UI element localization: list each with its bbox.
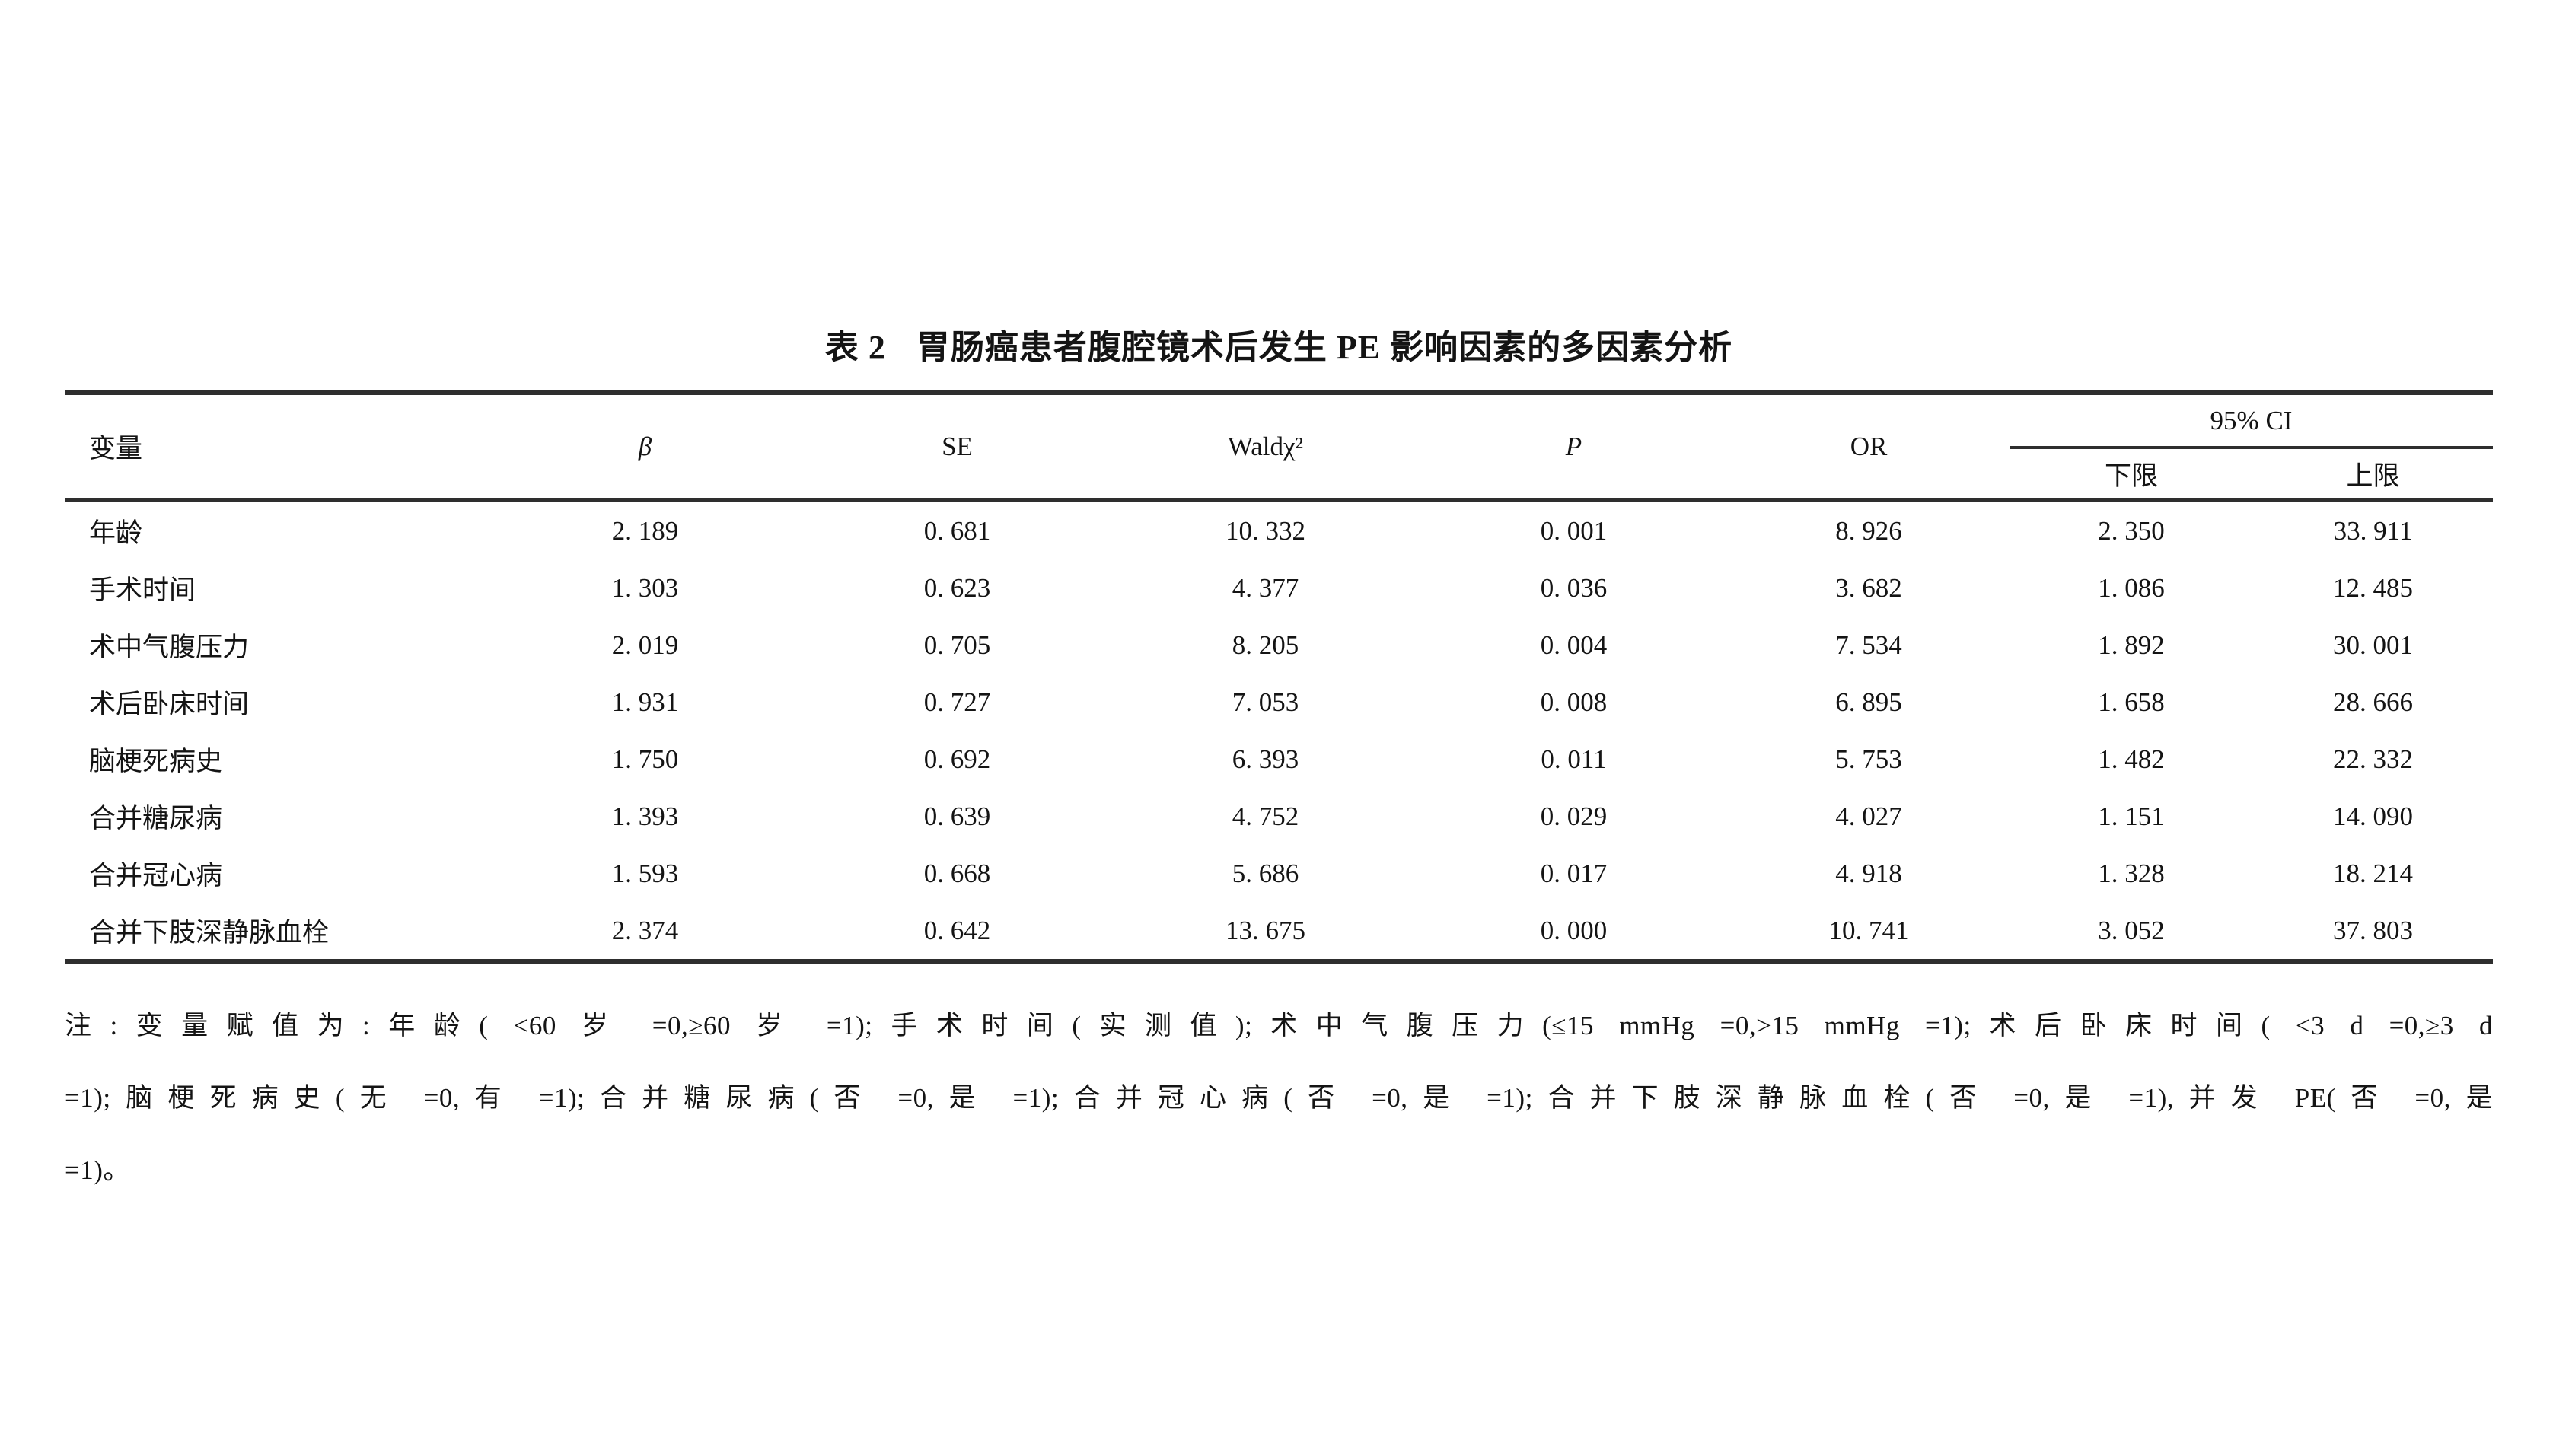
cell-value: 0. 639	[923, 801, 991, 831]
cell-variable: 手术时间	[89, 575, 196, 605]
cell-variable: 年龄	[89, 518, 143, 548]
cell-value: 0. 011	[1541, 744, 1607, 774]
cell-value: 8. 926	[1835, 515, 1902, 546]
header-row-ci: 下限 上限	[65, 448, 2493, 502]
cell-value: 0. 727	[923, 687, 991, 717]
cell-value: 30. 001	[2333, 629, 2413, 660]
results-table: 变量 β SE Waldχ² P OR 95% CI 下限 上限 年龄 2. 18…	[65, 390, 2493, 964]
cell-value: 13. 675	[1226, 915, 1305, 945]
cell-value: 0. 008	[1540, 687, 1608, 717]
cell-value: 2. 189	[611, 515, 679, 546]
cell-value: 10. 332	[1226, 515, 1305, 546]
col-header-ci-upper: 上限	[2253, 448, 2493, 502]
cell-value: 4. 377	[1232, 572, 1299, 603]
col-header-variable: 变量	[65, 393, 487, 502]
table-row: 术中气腹压力 2. 019 0. 705 8. 205 0. 004 7. 534 1. 8…	[65, 616, 2493, 674]
col-header-se: SE	[803, 393, 1111, 502]
cell-value: 18. 214	[2333, 858, 2413, 888]
cell-variable: 合并冠心病	[89, 861, 223, 890]
col-header-beta: β	[487, 393, 803, 502]
cell-value: 5. 686	[1232, 858, 1299, 888]
cell-value: 22. 332	[2333, 744, 2413, 774]
cell-value: 2. 374	[611, 915, 679, 945]
cell-value: 1. 658	[2098, 687, 2165, 717]
cell-value: 8. 205	[1232, 629, 1299, 660]
cell-value: 2. 350	[2098, 515, 2165, 546]
cell-value: 6. 393	[1232, 744, 1299, 774]
cell-variable: 合并糖尿病	[89, 804, 223, 833]
cell-value: 1. 303	[611, 572, 679, 603]
cell-value: 14. 090	[2333, 801, 2413, 831]
col-header-p: P	[1420, 393, 1728, 502]
cell-value: 33. 911	[2333, 515, 2413, 546]
cell-variable: 脑梗死病史	[89, 747, 223, 776]
table-row: 合并糖尿病 1. 393 0. 639 4. 752 0. 029 4. 027 1. 15…	[65, 788, 2493, 845]
cell-value: 0. 029	[1540, 801, 1608, 831]
table-title: 表 2 胃肠癌患者腹腔镜术后发生 PE 影响因素的多因素分析	[65, 320, 2493, 368]
cell-variable: 合并下肢深静脉血栓	[89, 918, 330, 948]
cell-value: 10. 741	[1828, 915, 1909, 945]
cell-value: 1. 086	[2098, 572, 2165, 603]
cell-value: 1. 328	[2098, 858, 2165, 888]
cell-value: 1. 393	[611, 801, 679, 831]
cell-value: 0. 000	[1540, 915, 1608, 945]
cell-value: 0. 705	[923, 629, 991, 660]
table-note: 注:变量赋值为:年龄( <60 岁 =0,≥60 岁 =1);手术时间(实测值)…	[65, 989, 2493, 1206]
table-title-text: 胃肠癌患者腹腔镜术后发生 PE 影响因素的多因素分析	[916, 329, 1733, 366]
table-row: 合并下肢深静脉血栓 2. 374 0. 642 13. 675 0. 000 10. 74…	[65, 902, 2493, 962]
cell-value: 4. 027	[1835, 801, 1902, 831]
cell-value: 7. 053	[1232, 687, 1299, 717]
cell-value: 0. 692	[923, 744, 991, 774]
note-line-2: =1);脑梗死病史(无 =0,有 =1);合并糖尿病(否 =0,是 =1);合并…	[65, 1083, 2493, 1113]
cell-value: 0. 681	[923, 515, 991, 546]
cell-value: 12. 485	[2333, 572, 2413, 603]
cell-value: 28. 666	[2333, 687, 2413, 717]
cell-value: 0. 004	[1540, 629, 1608, 660]
cell-variable: 术中气腹压力	[89, 632, 250, 662]
cell-value: 1. 482	[2098, 744, 2165, 774]
cell-value: 1. 750	[611, 744, 679, 774]
cell-value: 4. 918	[1835, 858, 1902, 888]
cell-value: 1. 892	[2098, 629, 2165, 660]
table-row: 年龄 2. 189 0. 681 10. 332 0. 001 8. 926 2. 350 3…	[65, 500, 2493, 559]
cell-value: 3. 682	[1835, 572, 1902, 603]
cell-value: 0. 017	[1540, 858, 1608, 888]
col-header-ci-group: 95% CI	[2010, 393, 2493, 449]
col-header-ci-lower: 下限	[2010, 448, 2253, 502]
cell-value: 5. 753	[1835, 744, 1902, 774]
table-row: 术后卧床时间 1. 931 0. 727 7. 053 0. 008 6. 895 1. 6…	[65, 674, 2493, 731]
table-row: 手术时间 1. 303 0. 623 4. 377 0. 036 3. 682 1. 086…	[65, 559, 2493, 616]
table-number: 表 2	[824, 329, 886, 366]
cell-value: 3. 052	[2098, 915, 2165, 945]
cell-value: 1. 931	[611, 687, 679, 717]
note-line-1: 注:变量赋值为:年龄( <60 岁 =0,≥60 岁 =1);手术时间(实测值)…	[65, 1011, 2493, 1040]
col-header-or: OR	[1728, 393, 2010, 502]
table-header: 变量 β SE Waldχ² P OR 95% CI 下限 上限	[65, 393, 2493, 502]
cell-value: 2. 019	[611, 629, 679, 660]
cell-value: 0. 668	[923, 858, 991, 888]
cell-variable: 术后卧床时间	[89, 690, 250, 719]
cell-value: 7. 534	[1835, 629, 1902, 660]
cell-value: 1. 151	[2098, 801, 2165, 831]
cell-value: 0. 642	[923, 915, 991, 945]
cell-value: 4. 752	[1232, 801, 1299, 831]
note-line-3: =1)。	[65, 1155, 130, 1185]
col-header-wald: Waldχ²	[1111, 393, 1420, 502]
table-row: 脑梗死病史 1. 750 0. 692 6. 393 0. 011 5. 753 1. 48…	[65, 731, 2493, 788]
cell-value: 0. 001	[1540, 515, 1608, 546]
table-body: 年龄 2. 189 0. 681 10. 332 0. 001 8. 926 2. 350 3…	[65, 500, 2493, 962]
cell-value: 0. 623	[923, 572, 991, 603]
table-row: 合并冠心病 1. 593 0. 668 5. 686 0. 017 4. 918 1. 32…	[65, 845, 2493, 902]
cell-value: 37. 803	[2333, 915, 2413, 945]
cell-value: 0. 036	[1540, 572, 1608, 603]
header-row-main: 变量 β SE Waldχ² P OR 95% CI	[65, 393, 2493, 502]
cell-value: 6. 895	[1835, 687, 1902, 717]
cell-value: 1. 593	[611, 858, 679, 888]
